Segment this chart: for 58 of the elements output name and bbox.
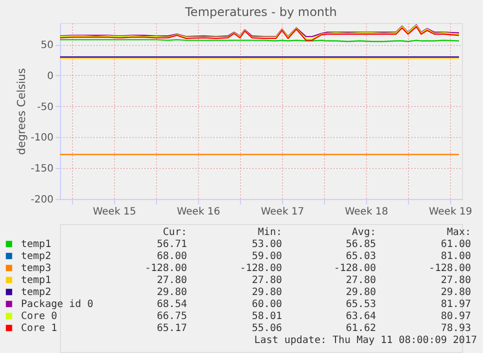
- x-tick-label: Week 16: [176, 206, 220, 218]
- chart-title: Temperatures - by month: [184, 5, 337, 19]
- text: 27.80: [252, 275, 282, 286]
- text: -128.00: [428, 263, 471, 274]
- text: 27.80: [156, 275, 187, 286]
- y-tick-label: -200: [30, 194, 54, 206]
- text: 53.00: [252, 239, 282, 250]
- y-axis-title: degrees Celsius: [14, 68, 28, 155]
- text: Avg:: [352, 227, 376, 238]
- text: Last update: Thu May 11 08:00:09 2017: [254, 335, 477, 346]
- x-tick-label: Week 19: [428, 206, 472, 218]
- legend-label: temp1: [21, 275, 52, 286]
- text: 61.62: [346, 323, 376, 334]
- legend-label: temp3: [21, 263, 52, 274]
- text: 27.80: [440, 275, 471, 286]
- text: 29.80: [252, 287, 282, 298]
- text: 61.00: [440, 239, 471, 250]
- legend-label: Core 1: [21, 323, 58, 334]
- text: 65.17: [156, 323, 187, 334]
- text: -128.00: [240, 263, 282, 274]
- text: 68.54: [156, 299, 187, 310]
- text: 59.00: [252, 251, 282, 262]
- y-tick-label: 50: [40, 40, 54, 52]
- y-tick-label: -50: [37, 102, 54, 113]
- text: Cur:: [162, 227, 187, 238]
- legend-label: temp2: [21, 251, 52, 262]
- text: 81.00: [440, 251, 471, 262]
- text: 81.97: [440, 299, 471, 310]
- x-tick-label: Week 17: [260, 206, 304, 218]
- text: 56.71: [156, 239, 187, 250]
- text: Min:: [258, 227, 282, 238]
- text: 78.93: [440, 323, 471, 334]
- text: 29.80: [346, 287, 376, 298]
- text: 63.64: [346, 311, 376, 322]
- text: 80.97: [440, 311, 471, 322]
- legend-label: Core 0: [21, 311, 58, 322]
- text: 29.80: [156, 287, 187, 298]
- text: 66.75: [156, 311, 187, 322]
- legend-label: temp1: [21, 239, 52, 250]
- y-tick-label: 0: [47, 70, 54, 82]
- x-tick-label: Week 18: [344, 206, 388, 218]
- legend-label: Package id 0: [21, 299, 94, 310]
- y-tick-label: -150: [30, 164, 54, 175]
- text: 60.00: [252, 299, 282, 310]
- y-tick-label: -100: [30, 132, 54, 144]
- text: 29.80: [440, 287, 471, 298]
- text: Max:: [446, 227, 471, 238]
- x-tick-label: Week 15: [92, 206, 136, 218]
- text: 68.00: [156, 251, 187, 262]
- text: 65.53: [346, 299, 376, 310]
- text: 55.06: [252, 323, 282, 334]
- text: -128.00: [334, 263, 376, 274]
- text: 27.80: [346, 275, 376, 286]
- text: 56.85: [346, 239, 376, 250]
- legend-label: temp2: [21, 287, 52, 298]
- text: 58.01: [252, 311, 282, 322]
- text: 65.03: [346, 251, 376, 262]
- text: -128.00: [144, 263, 187, 274]
